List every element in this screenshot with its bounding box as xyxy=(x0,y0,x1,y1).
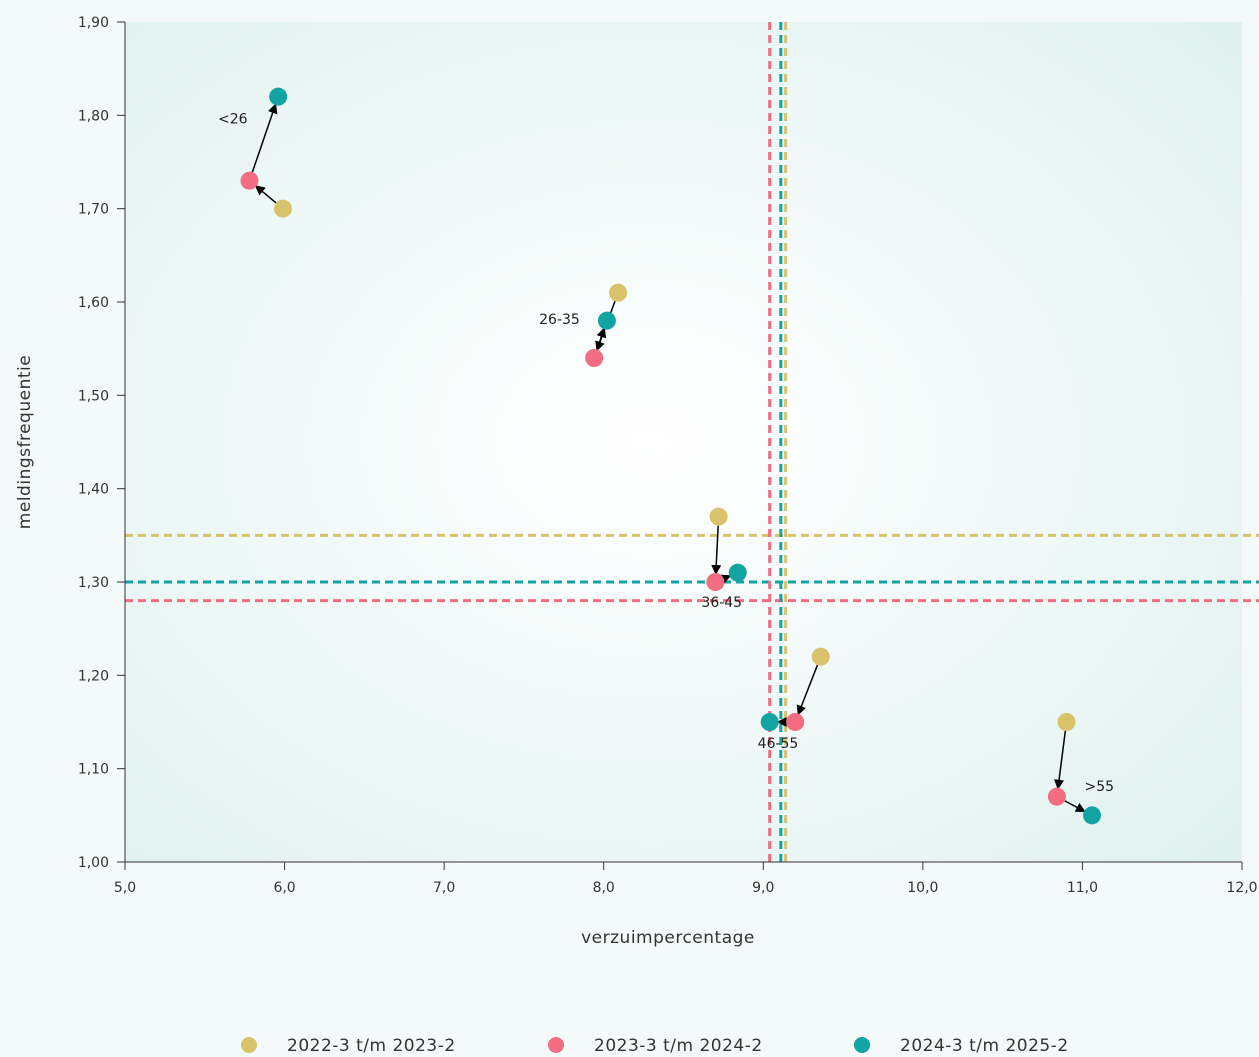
legend-label: 2022-3 t/m 2023-2 xyxy=(287,1036,456,1056)
data-point xyxy=(1083,806,1102,825)
y-tick-labels: 1,00 1,10 1,20 1,30 1,40 1,50 1,60 1,70 1,80 1,90 xyxy=(78,15,109,871)
x-tick-labels: 5,0 6,0 7,0 8,0 9,0 10,0 11,0 12,0 xyxy=(114,880,1258,896)
y-tick-label: 1,70 xyxy=(78,202,109,218)
x-tick-label: 11,0 xyxy=(1067,880,1098,896)
data-point xyxy=(706,573,725,591)
x-tick-label: 7,0 xyxy=(433,880,455,896)
x-tick-label: 12,0 xyxy=(1226,880,1257,896)
trend-arrow xyxy=(796,664,819,716)
y-tick-label: 1,10 xyxy=(78,762,109,778)
y-tick-label: 1,50 xyxy=(78,388,109,404)
trend-arrow xyxy=(596,327,607,350)
data-point xyxy=(597,311,616,330)
legend-marker xyxy=(241,1037,257,1053)
data-point xyxy=(240,171,259,190)
plot-area xyxy=(125,22,1242,862)
data-point xyxy=(811,647,830,666)
legend-marker xyxy=(854,1037,870,1053)
data-point xyxy=(728,563,747,582)
x-tick-label: 5,0 xyxy=(114,880,136,896)
y-tick-label: 1,60 xyxy=(78,295,109,311)
data-point xyxy=(585,349,604,367)
legend-marker xyxy=(548,1037,564,1053)
trend-arrow xyxy=(1064,800,1086,813)
point-label: <26 xyxy=(218,112,248,128)
trend-arrow xyxy=(251,103,278,173)
data-point xyxy=(1057,713,1076,731)
legend: 2022-3 t/m 2023-2 2023-3 t/m 2024-2 2024-3… xyxy=(241,1036,1069,1056)
legend-label: 2024-3 t/m 2025-2 xyxy=(900,1036,1069,1056)
data-point xyxy=(273,199,292,218)
trend-arrow xyxy=(720,574,732,584)
y-tick-label: 1,00 xyxy=(78,855,109,871)
point-labels: <26 26-35 36-45 46-55 >55 xyxy=(218,112,1114,795)
trend-arrow xyxy=(711,525,722,576)
y-tick-label: 1,20 xyxy=(78,668,109,684)
point-label: 26-35 xyxy=(539,312,580,328)
legend-label: 2023-3 t/m 2024-2 xyxy=(594,1036,763,1056)
x-axis-title: verzuimpercentage xyxy=(581,928,755,948)
y-tick-label: 1,30 xyxy=(78,575,109,591)
data-point xyxy=(786,713,805,731)
data-points xyxy=(240,87,1102,825)
axes xyxy=(117,21,1243,870)
point-label: >55 xyxy=(1084,779,1114,795)
y-tick-label: 1,90 xyxy=(78,15,109,31)
x-tick-label: 6,0 xyxy=(273,880,295,896)
point-label: 36-45 xyxy=(701,595,742,611)
x-tick-label: 10,0 xyxy=(907,880,938,896)
data-point xyxy=(709,507,728,526)
mean-lines xyxy=(125,22,1259,862)
trend-arrow xyxy=(1054,730,1067,790)
x-tick-label: 9,0 xyxy=(752,880,774,896)
data-point xyxy=(609,283,628,302)
y-tick-label: 1,40 xyxy=(78,482,109,498)
trend-arrow xyxy=(254,185,277,204)
data-point xyxy=(269,87,288,106)
y-tick-label: 1,80 xyxy=(78,108,109,124)
data-point xyxy=(760,713,779,731)
point-label: 46-55 xyxy=(758,736,799,752)
y-axis-title: meldingsfrequentie xyxy=(15,355,35,529)
x-tick-label: 8,0 xyxy=(593,880,615,896)
data-point xyxy=(1047,787,1066,806)
